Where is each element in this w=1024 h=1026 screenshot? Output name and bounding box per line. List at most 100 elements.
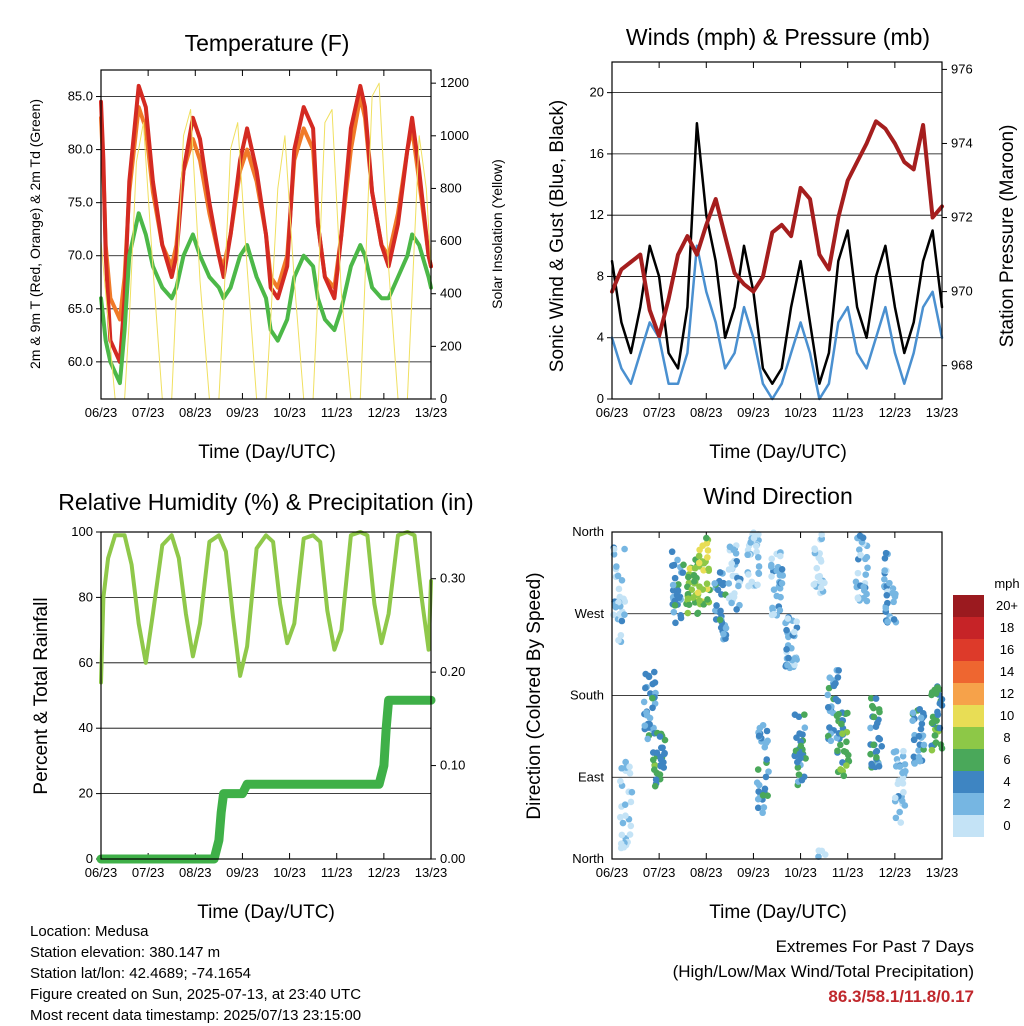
direction-point — [677, 614, 685, 622]
direction-point — [776, 571, 784, 579]
direction-point — [843, 738, 850, 746]
direction-point — [621, 545, 628, 553]
direction-point — [791, 711, 799, 719]
winds-series-2 — [610, 119, 944, 338]
direction-ytick-label: West — [575, 606, 605, 621]
direction-xtick-label: 06/23 — [596, 865, 629, 880]
direction-point — [712, 607, 719, 614]
direction-point — [728, 560, 736, 567]
direction-point — [797, 754, 804, 762]
temperature-title: Temperature (F) — [185, 30, 350, 56]
direction-point — [754, 766, 762, 773]
speed-colorbar: mph 20+ 18 16 14 12 10 8 6 4 2 0 — [953, 576, 1020, 837]
direction-point — [650, 668, 658, 676]
direction-point — [759, 721, 767, 729]
direction-point — [733, 606, 740, 613]
direction-xtick-label: 11/23 — [832, 865, 864, 880]
direction-point — [815, 853, 822, 860]
colorbar-swatch — [953, 639, 984, 661]
direction-point — [620, 595, 627, 603]
direction-ylabel: Direction (Colored By Speed) — [524, 572, 545, 819]
direction-point — [776, 552, 784, 560]
direction-point — [928, 719, 936, 727]
temperature-y2tick-label: 800 — [440, 180, 462, 195]
direction-point — [688, 586, 696, 594]
direction-point — [878, 742, 886, 750]
direction-point — [627, 822, 635, 830]
temperature-xtick-label: 11/23 — [321, 405, 353, 420]
direction-point — [679, 569, 687, 576]
colorbar-label: 6 — [1003, 752, 1010, 767]
direction-point — [754, 795, 762, 803]
colorbar-swatch — [953, 617, 984, 639]
humidity-series-0 — [99, 530, 433, 685]
location-text: Location: Medusa — [30, 923, 149, 940]
direction-point — [695, 559, 703, 567]
winds-xtick-label: 12/23 — [879, 405, 912, 420]
direction-point — [755, 569, 762, 577]
direction-point — [783, 626, 790, 634]
direction-point — [649, 694, 656, 702]
direction-xlabel: Time (Day/UTC) — [709, 902, 847, 923]
humidity-y2tick-label: 0.00 — [440, 851, 465, 866]
direction-point — [873, 754, 880, 761]
direction-point — [610, 611, 617, 619]
direction-point — [821, 579, 828, 587]
recent-data-text: Most recent data timestamp: 2025/07/13 2… — [30, 1007, 362, 1024]
winds-ytick-label: 4 — [597, 330, 604, 345]
direction-point — [684, 595, 692, 603]
direction-point — [791, 628, 798, 636]
colorbar-label: 0 — [1003, 818, 1010, 833]
direction-point — [626, 763, 633, 771]
direction-point — [918, 720, 926, 728]
direction-point — [700, 601, 708, 608]
winds-xtick-label: 13/23 — [926, 405, 959, 420]
direction-point — [818, 531, 825, 538]
temperature-series-1 — [99, 83, 433, 364]
winds-xtick-label: 09/23 — [737, 405, 770, 420]
direction-point — [754, 553, 762, 561]
direction-point — [777, 593, 784, 601]
direction-point — [680, 561, 687, 569]
humidity-xlabel: Time (Day/UTC) — [197, 902, 335, 923]
direction-point — [881, 554, 889, 562]
winds-y2tick-label: 976 — [951, 61, 973, 76]
direction-point — [725, 580, 733, 587]
direction-point — [755, 531, 762, 538]
direction-point — [744, 551, 751, 559]
direction-point — [852, 578, 860, 586]
temperature-ylabel: 2m & 9m T (Red, Orange) & 2m Td (Green) — [27, 99, 43, 369]
temperature-y2tick-label: 600 — [440, 233, 462, 248]
direction-point — [652, 776, 660, 783]
direction-point — [763, 727, 771, 735]
direction-point — [642, 684, 649, 692]
direction-ytick-label: South — [570, 688, 604, 703]
direction-point — [932, 690, 940, 697]
humidity-panel: 0 20 40 60 80 100 0.00 0.10 0.20 0.30 06/23 07/23 08… — [71, 524, 465, 880]
direction-point — [834, 697, 842, 705]
temperature-frame — [100, 69, 432, 400]
direction-point — [889, 589, 896, 597]
direction-point — [854, 595, 862, 602]
direction-point — [615, 585, 623, 593]
temperature-ylabel2: Solar Insolation (Yellow) — [489, 159, 505, 309]
direction-point — [685, 573, 692, 581]
direction-point — [915, 747, 922, 754]
humidity-y2tick-label: 0.30 — [440, 571, 465, 586]
colorbar-swatch — [953, 727, 984, 749]
extremes-heading: Extremes For Past 7 Days — [775, 937, 974, 956]
direction-point — [661, 736, 669, 744]
direction-point — [768, 573, 775, 580]
humidity-ytick-label: 20 — [79, 786, 93, 801]
direction-point — [686, 565, 694, 572]
direction-point — [854, 569, 862, 577]
direction-point — [759, 792, 767, 799]
colorbar-label: 2 — [1003, 796, 1010, 811]
direction-point — [917, 714, 925, 722]
direction-point — [802, 755, 809, 762]
direction-point — [859, 534, 867, 542]
direction-point — [621, 801, 629, 809]
direction-point — [843, 762, 850, 769]
direction-point — [773, 567, 781, 574]
